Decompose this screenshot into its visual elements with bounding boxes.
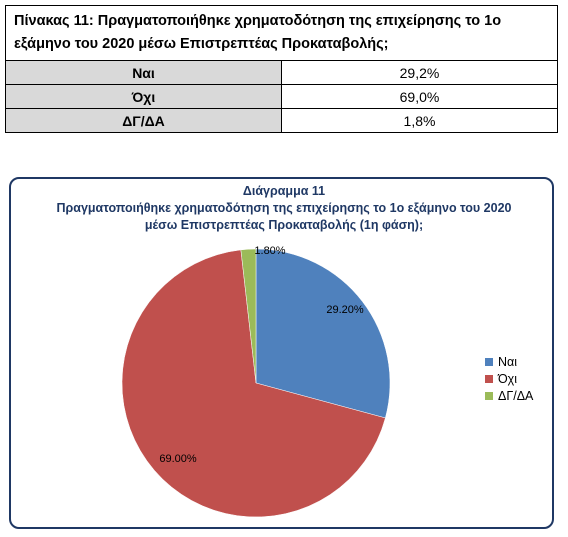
pie-slice-dk — [240, 248, 257, 384]
legend-item-dk: ΔΓ/ΔΑ — [485, 387, 533, 404]
legend-label-dk: ΔΓ/ΔΑ — [498, 388, 534, 403]
data-label-yes: 29.20% — [326, 304, 364, 316]
row-value-no: 69,0% — [281, 84, 558, 109]
chart-subtitle-line-1: Πραγματοποιήθηκε χρηματοδότηση της επιχε… — [56, 201, 512, 215]
row-value-dk: 1,8% — [281, 108, 558, 133]
legend-item-yes: Ναι — [485, 353, 533, 370]
table-row: Ναι 29,2% — [5, 60, 558, 85]
row-label-no: Όχι — [5, 84, 282, 109]
legend-swatch-no — [485, 374, 493, 383]
legend-label-yes: Ναι — [498, 354, 518, 369]
table-row: Όχι 69,0% — [5, 84, 558, 109]
pie-slice-no — [121, 249, 386, 518]
row-value-yes: 29,2% — [281, 60, 558, 85]
table-title: Πίνακας 11: Πραγματοποιήθηκε χρηματοδότη… — [5, 5, 558, 61]
legend-swatch-dk — [485, 391, 493, 400]
legend-label-no: Όχι — [498, 371, 518, 386]
data-label-dk: 1.80% — [254, 245, 285, 257]
legend-item-no: Όχι — [485, 370, 533, 387]
row-label-yes: Ναι — [5, 60, 282, 85]
chart-subtitle-line-2: μέσω Επιστρεπτέας Προκαταβολής (1η φάση)… — [144, 218, 424, 232]
data-label-no: 69.00% — [159, 453, 197, 465]
results-table: Πίνακας 11: Πραγματοποιήθηκε χρηματοδότη… — [5, 5, 558, 133]
table-row: ΔΓ/ΔΑ 1,8% — [5, 108, 558, 133]
legend-swatch-yes — [485, 357, 493, 366]
chart-title: Διάγραμμα 11 — [242, 184, 326, 198]
chart-legend: Ναι Όχι ΔΓ/ΔΑ — [485, 353, 533, 404]
pie-slice-yes — [255, 248, 391, 419]
row-label-dk: ΔΓ/ΔΑ — [5, 108, 282, 133]
